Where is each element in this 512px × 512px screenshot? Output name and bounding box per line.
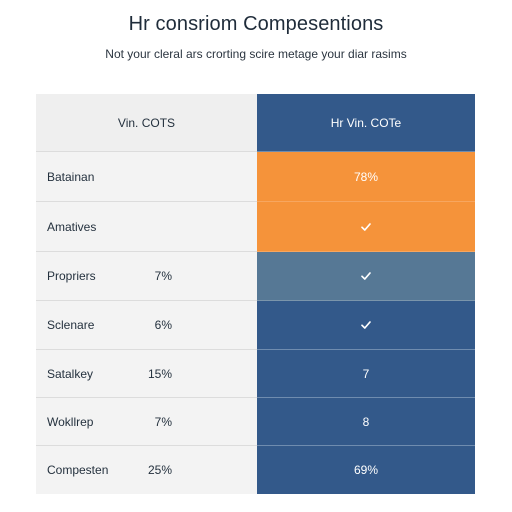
table-row: Batainan 78% <box>36 152 475 202</box>
row-value: 7% <box>154 414 172 429</box>
row-right-value: 78% <box>353 169 379 184</box>
row-right-value: 69% <box>353 463 379 477</box>
table-header-row: Vin. COTS Hr Vin. COTe <box>36 94 475 152</box>
row-right-value: 7 <box>362 366 370 381</box>
table-row: Propriers 7% <box>36 252 475 301</box>
row-highlight-cell: 78% <box>257 152 475 202</box>
table-row: Amatives <box>36 202 475 252</box>
row-label: Amatives <box>47 219 97 234</box>
row-label: Propriers <box>47 269 96 283</box>
row-value: 25% <box>147 463 172 477</box>
row-highlight-cell <box>257 252 475 301</box>
row-label-cell: Batainan <box>36 152 257 202</box>
row-value: 6% <box>154 318 172 332</box>
row-label-cell: Propriers 7% <box>36 252 257 301</box>
row-value: 15% <box>147 366 172 381</box>
row-label: Sclenare <box>47 318 95 332</box>
header-cell-left: Vin. COTS <box>36 94 257 152</box>
header-cell-right: Hr Vin. COTe <box>257 94 475 152</box>
table-row: Wokllrep 7% 8 <box>36 398 475 446</box>
table-row: Sclenare 6% <box>36 301 475 350</box>
row-label-cell: Wokllrep 7% <box>36 398 257 446</box>
row-label-cell: Amatives <box>36 202 257 252</box>
row-label: Satalkey <box>47 366 94 381</box>
table-row: Satalkey 15% 7 <box>36 350 475 398</box>
row-highlight-cell: 69% <box>257 446 475 494</box>
row-label: Batainan <box>47 169 95 184</box>
row-label: Compesten <box>47 463 109 477</box>
row-label-cell: Satalkey 15% <box>36 350 257 398</box>
row-value: 7% <box>154 269 172 283</box>
row-label: Wokllrep <box>47 414 94 429</box>
row-highlight-cell <box>257 202 475 252</box>
check-icon <box>361 222 371 231</box>
row-highlight-cell <box>257 301 475 350</box>
comparison-table: Vin. COTS Hr Vin. COTe Batainan 78% Amat… <box>36 94 475 494</box>
row-right-value: 8 <box>362 414 370 429</box>
page-subtitle: Not your cleral ars crorting scire metag… <box>105 47 407 61</box>
check-icon <box>361 321 371 329</box>
header-right-label: Hr Vin. COTe <box>330 115 402 130</box>
row-label-cell: Sclenare 6% <box>36 301 257 350</box>
table-row: Compesten 25% 69% <box>36 446 475 494</box>
page-title: Hr consriom Compesentions <box>128 13 384 35</box>
row-label-cell: Compesten 25% <box>36 446 257 494</box>
row-highlight-cell: 8 <box>257 398 475 446</box>
row-highlight-cell: 7 <box>257 350 475 398</box>
check-icon <box>361 272 371 280</box>
header-left-label: Vin. COTS <box>117 115 176 130</box>
